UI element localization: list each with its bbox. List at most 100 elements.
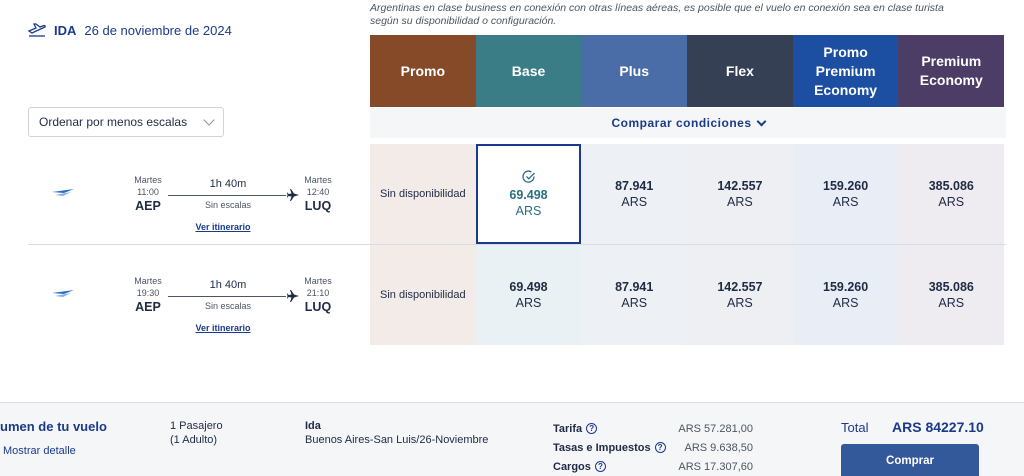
breakdown-row: Tasas e Impuestos? ARS 9.638,50 xyxy=(553,438,753,457)
row-divider xyxy=(28,244,1006,245)
departure-info: Martes 11:00 AEP xyxy=(123,174,173,214)
fare-family-header-2: Plus xyxy=(581,35,688,107)
fare-family-header-5: Premium Economy xyxy=(898,35,1005,107)
fare-currency: ARS xyxy=(515,296,542,310)
passenger-count: 1 Pasajero (1 Adulto) xyxy=(170,419,223,447)
breakdown-label: Cargos? xyxy=(553,461,606,473)
fare-currency: ARS xyxy=(727,195,753,209)
fare-price: 159.260 xyxy=(823,179,869,193)
fare-family-header: Promo Base Plus Flex Promo Premium Economy Pr… xyxy=(370,35,1005,107)
fare-cell-4[interactable]: 159.260 ARS xyxy=(792,245,899,345)
arrival-airport: LUQ xyxy=(304,199,332,213)
buy-button[interactable]: Comprar xyxy=(841,444,979,476)
breakdown-row: Cargos? ARS 17.307,60 xyxy=(553,457,753,476)
fare-notice-line-2: según su disponibilidad o configuración. xyxy=(370,15,557,27)
fare-notice-line-1: Argentinas en clase business en conexión… xyxy=(370,2,944,14)
stops-label: Sin escalas xyxy=(204,200,252,210)
arrival-time: 12:40 xyxy=(306,187,330,197)
show-detail-link[interactable]: Mostrar detalle xyxy=(3,445,76,457)
sort-dropdown-value: Ordenar por menos escalas xyxy=(39,115,188,129)
unavailable-label: Sin disponibilidad xyxy=(380,187,466,200)
breakdown-value: ARS 9.638,50 xyxy=(684,441,754,454)
breakdown-value: ARS 17.307,60 xyxy=(678,460,753,473)
fare-cell-5[interactable]: 385.086 ARS xyxy=(898,144,1005,244)
fare-cell-3[interactable]: 142.557 ARS xyxy=(687,144,793,244)
fare-currency: ARS xyxy=(832,195,859,209)
fare-price: 87.941 xyxy=(615,280,654,294)
fare-cell-3[interactable]: 142.557 ARS xyxy=(687,245,793,345)
airline-logo-icon xyxy=(52,189,74,196)
airplane-icon xyxy=(287,189,299,201)
arrival-info: Martes 21:10 LUQ xyxy=(293,275,343,315)
sort-dropdown[interactable]: Ordenar por menos escalas xyxy=(28,107,224,137)
breakdown-value: ARS 57.281,00 xyxy=(678,422,753,435)
fare-price: 69.498 xyxy=(509,280,548,294)
departure-day: Martes xyxy=(134,175,162,185)
leg-title: Ida xyxy=(305,420,321,432)
price-breakdown: Tarifa? ARS 57.281,00 Tasas e Impuestos? AR… xyxy=(553,419,753,476)
breakdown-row: Tarifa? ARS 57.281,00 xyxy=(553,419,753,438)
breakdown-label-text: Cargos xyxy=(553,460,591,473)
fare-cell-0: Sin disponibilidad xyxy=(370,144,476,244)
fare-cell-0: Sin disponibilidad xyxy=(370,245,476,345)
departure-time: 11:00 xyxy=(137,187,159,197)
help-icon[interactable]: ? xyxy=(594,461,606,472)
flight-duration: 1h 40m xyxy=(209,178,247,190)
total-price: ARS 84227.10 xyxy=(892,419,984,435)
leg-route: Buenos Aires-San Luis/26-Noviembre xyxy=(305,434,489,446)
total-label: Total xyxy=(841,420,869,435)
summary-title: umen de tu vuelo xyxy=(0,419,107,434)
fare-currency: ARS xyxy=(515,203,542,218)
flight-date: 26 de noviembre de 2024 xyxy=(84,22,232,38)
route-line xyxy=(168,195,286,196)
chevron-down-icon xyxy=(203,114,215,126)
view-itinerary-link[interactable]: Ver itinerario xyxy=(195,222,251,232)
unavailable-label: Sin disponibilidad xyxy=(380,288,466,301)
breakdown-label-text: Tarifa xyxy=(553,422,583,435)
arrival-info: Martes 12:40 LUQ xyxy=(293,174,343,214)
fare-family-header-3: Flex xyxy=(687,35,793,107)
fare-cell-1[interactable]: 69.498 ARS xyxy=(475,144,582,244)
breakdown-label: Tarifa? xyxy=(553,422,598,435)
breakdown-label-text: Tasas e Impuestos xyxy=(553,441,651,454)
fare-family-header-4: Promo Premium Economy xyxy=(792,35,899,107)
fare-cell-1[interactable]: 69.498 ARS xyxy=(475,245,582,345)
departure-info: Martes 19:30 AEP xyxy=(123,275,173,315)
fare-family-header-0: Promo xyxy=(370,35,476,107)
fare-cell-4[interactable]: 159.260 ARS xyxy=(792,144,899,244)
direction-label: IDA xyxy=(54,22,77,38)
fare-notice: Argentinas en clase business en conexión… xyxy=(370,2,1020,28)
fare-price: 142.557 xyxy=(717,280,763,294)
fare-currency: ARS xyxy=(621,195,648,209)
passenger-count-line-2: (1 Adulto) xyxy=(170,434,218,446)
help-icon[interactable]: ? xyxy=(586,423,598,434)
fare-currency: ARS xyxy=(832,296,859,310)
passenger-count-line-1: 1 Pasajero xyxy=(170,420,223,432)
fare-grid: Sin disponibilidad 69.498 ARS 87.941 ARS 142.… xyxy=(370,144,1005,244)
compare-conditions-link[interactable]: Comparar condiciones xyxy=(370,108,1006,138)
fare-currency: ARS xyxy=(727,296,753,310)
fare-cell-5[interactable]: 385.086 ARS xyxy=(898,245,1005,345)
flight-row: Martes 11:00 AEP 1h 40m Martes 12:40 LUQ Sin es… xyxy=(28,144,1006,244)
route-line xyxy=(168,296,286,297)
arrival-day: Martes xyxy=(304,276,332,286)
airline-logo-icon xyxy=(52,290,74,297)
flight-summary-bar: umen de tu vuelo Mostrar detalle 1 Pasaj… xyxy=(0,402,1024,476)
departure-plane-icon xyxy=(28,23,46,37)
arrival-airport: LUQ xyxy=(304,300,332,314)
view-itinerary-link[interactable]: Ver itinerario xyxy=(195,323,251,333)
departure-day: Martes xyxy=(134,276,162,286)
leg-summary: Ida Buenos Aires-San Luis/26-Noviembre xyxy=(305,419,488,447)
fare-grid: Sin disponibilidad 69.498 ARS 87.941 ARS 142.… xyxy=(370,245,1005,345)
fare-price: 385.086 xyxy=(928,280,974,294)
help-icon[interactable]: ? xyxy=(654,442,666,453)
arrival-time: 21:10 xyxy=(306,288,330,298)
fare-currency: ARS xyxy=(938,296,965,310)
fare-cell-2[interactable]: 87.941 ARS xyxy=(581,144,688,244)
departure-time: 19:30 xyxy=(136,288,160,298)
fare-price: 142.557 xyxy=(717,179,763,193)
route-header: IDA 26 de noviembre de 2024 xyxy=(28,22,232,38)
fare-cell-2[interactable]: 87.941 ARS xyxy=(581,245,688,345)
fare-price: 69.498 xyxy=(509,187,548,202)
fare-currency: ARS xyxy=(938,195,965,209)
